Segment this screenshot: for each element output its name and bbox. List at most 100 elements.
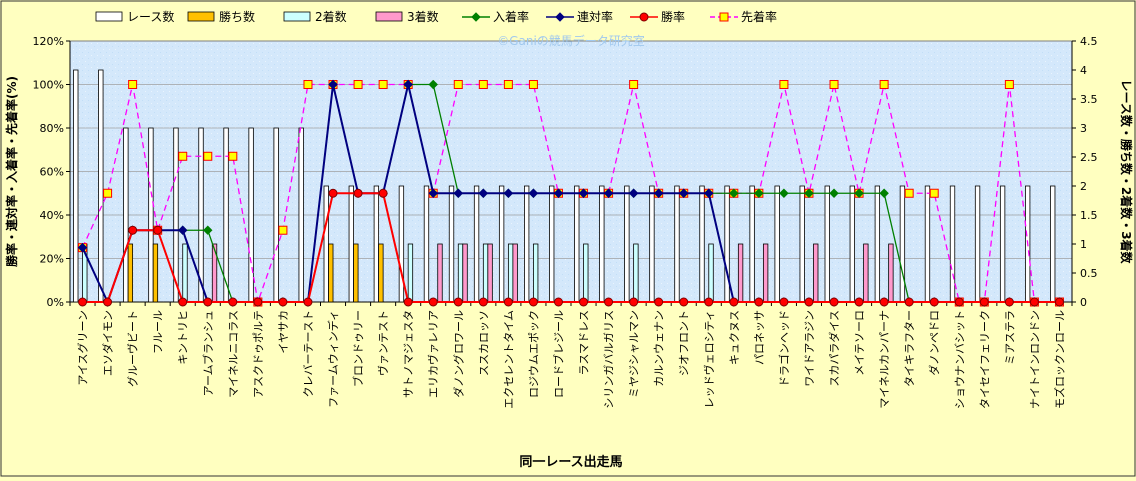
- bar-2-18: [533, 243, 539, 303]
- point-6-29: [804, 297, 814, 307]
- point-4-27: [754, 188, 764, 198]
- x-tick-label: レッドヴェロシティ: [702, 310, 716, 408]
- bar-0-10: [323, 185, 329, 303]
- legend-label: 3着数: [407, 9, 439, 24]
- bar-0-8: [273, 127, 279, 303]
- point-5-21: [603, 188, 614, 198]
- bar-1-11: [353, 243, 359, 303]
- point-6-10: [328, 188, 338, 198]
- point-7-34: [929, 188, 939, 198]
- y-right-tick-label: 3: [1080, 122, 1087, 135]
- bar-0-23: [649, 185, 655, 303]
- y-right-tick-label: 2: [1080, 180, 1087, 193]
- point-5-25: [704, 188, 714, 198]
- bar-3-32: [888, 243, 894, 303]
- point-6-27: [754, 297, 764, 307]
- point-7-11: [353, 80, 363, 89]
- point-5-18: [528, 188, 539, 198]
- x-tick-label: パロネッサ: [753, 310, 766, 365]
- x-tick-label: ジオフロント: [678, 310, 691, 376]
- bar-2-17: [507, 243, 514, 303]
- x-tick-label: ショウナンバシット: [953, 310, 966, 409]
- legend-swatch-1: [187, 11, 215, 22]
- bar-1-2: [127, 243, 134, 303]
- y-right-tick-label: 4.5: [1080, 35, 1098, 48]
- legend-label: 先着率: [741, 9, 777, 24]
- legend-swatch-marker-4: [471, 12, 481, 22]
- x-tick-label: ワイドアラジン: [803, 310, 816, 387]
- point-6-34: [929, 297, 939, 307]
- bar-0-20: [574, 185, 580, 303]
- point-6-25: [704, 297, 714, 307]
- bar-2-22: [633, 243, 639, 303]
- bar-0-39: [1050, 185, 1056, 303]
- point-4-28: [779, 188, 789, 198]
- bar-0-12: [373, 185, 380, 303]
- x-tick-label: ミヤジシャルマン: [628, 310, 641, 398]
- bar-2-25: [708, 243, 714, 303]
- x-tick-label: ダノングロワール: [451, 310, 465, 398]
- x-tick-label: エソダイモン: [101, 310, 115, 376]
- point-6-30: [829, 297, 839, 307]
- bar-0-32: [874, 185, 881, 303]
- legend-swatch-marker-7: [719, 12, 729, 22]
- point-5-15: [453, 188, 463, 198]
- point-5-4: [178, 225, 188, 235]
- bar-0-7: [248, 127, 254, 303]
- bar-0-26: [724, 185, 730, 303]
- point-6-28: [779, 297, 789, 307]
- point-7-28: [779, 80, 789, 89]
- point-4-14: [428, 79, 438, 90]
- y-right-tick-label: 1.5: [1080, 209, 1098, 222]
- point-6-23: [654, 297, 664, 307]
- point-6-13: [403, 297, 413, 307]
- legend-item-1: 勝ち数: [187, 9, 255, 24]
- bar-3-29: [813, 243, 819, 303]
- x-tick-label: サトノマジェスタ: [402, 310, 415, 398]
- x-tick-label: エリカヴァレリア: [426, 310, 440, 398]
- point-5-23: [653, 188, 664, 198]
- point-5-20: [578, 188, 589, 198]
- y-left-tick-label: 0%: [47, 296, 64, 309]
- point-6-7: [253, 297, 263, 307]
- legend-swatch-0: [95, 11, 123, 22]
- x-axis-title: 同一レース出走馬: [519, 454, 622, 470]
- y-left-tick-label: 40%: [40, 209, 64, 222]
- x-tick-label: キントリヒ: [177, 310, 190, 365]
- point-4-31: [854, 188, 864, 198]
- bar-0-11: [348, 185, 354, 303]
- x-tick-label: モズロックンロール: [1052, 310, 1066, 409]
- bar-0-24: [674, 185, 680, 303]
- bar-0-21: [599, 185, 605, 303]
- x-tick-label: ラスマドレス: [578, 310, 591, 375]
- point-7-18: [528, 80, 538, 89]
- legend-label: 入着率: [493, 9, 529, 24]
- point-5-17: [503, 188, 514, 198]
- x-tick-label: グルーヴビート: [126, 310, 140, 387]
- legend-label: 2着数: [315, 9, 347, 24]
- y-left-axis-title: 勝率・連対率・入着率・先着率(%): [4, 76, 19, 267]
- legend-item-3: 3着数: [375, 9, 439, 24]
- y-right-tick-label: 1: [1080, 238, 1087, 251]
- x-tick-label: カルンウェナン: [653, 310, 666, 387]
- point-6-0: [78, 297, 88, 307]
- point-4-29: [804, 188, 814, 198]
- point-7-15: [453, 80, 463, 89]
- point-6-20: [579, 297, 589, 307]
- point-6-18: [528, 297, 538, 307]
- bar-0-2: [123, 127, 129, 303]
- point-4-32: [879, 188, 889, 198]
- legend-label: 連対率: [577, 9, 613, 24]
- bar-3-27: [762, 243, 769, 303]
- bar-2-20: [583, 243, 589, 303]
- bar-0-14: [423, 185, 430, 303]
- x-tick-label: ミアステラ: [1003, 310, 1016, 365]
- bar-2-4: [182, 243, 188, 303]
- bar-0-22: [624, 185, 630, 303]
- point-6-17: [503, 297, 513, 307]
- x-tick-label: フルール: [152, 310, 165, 354]
- legend-swatch-marker-6: [639, 12, 649, 22]
- bar-0-30: [824, 185, 830, 303]
- point-6-11: [353, 188, 363, 198]
